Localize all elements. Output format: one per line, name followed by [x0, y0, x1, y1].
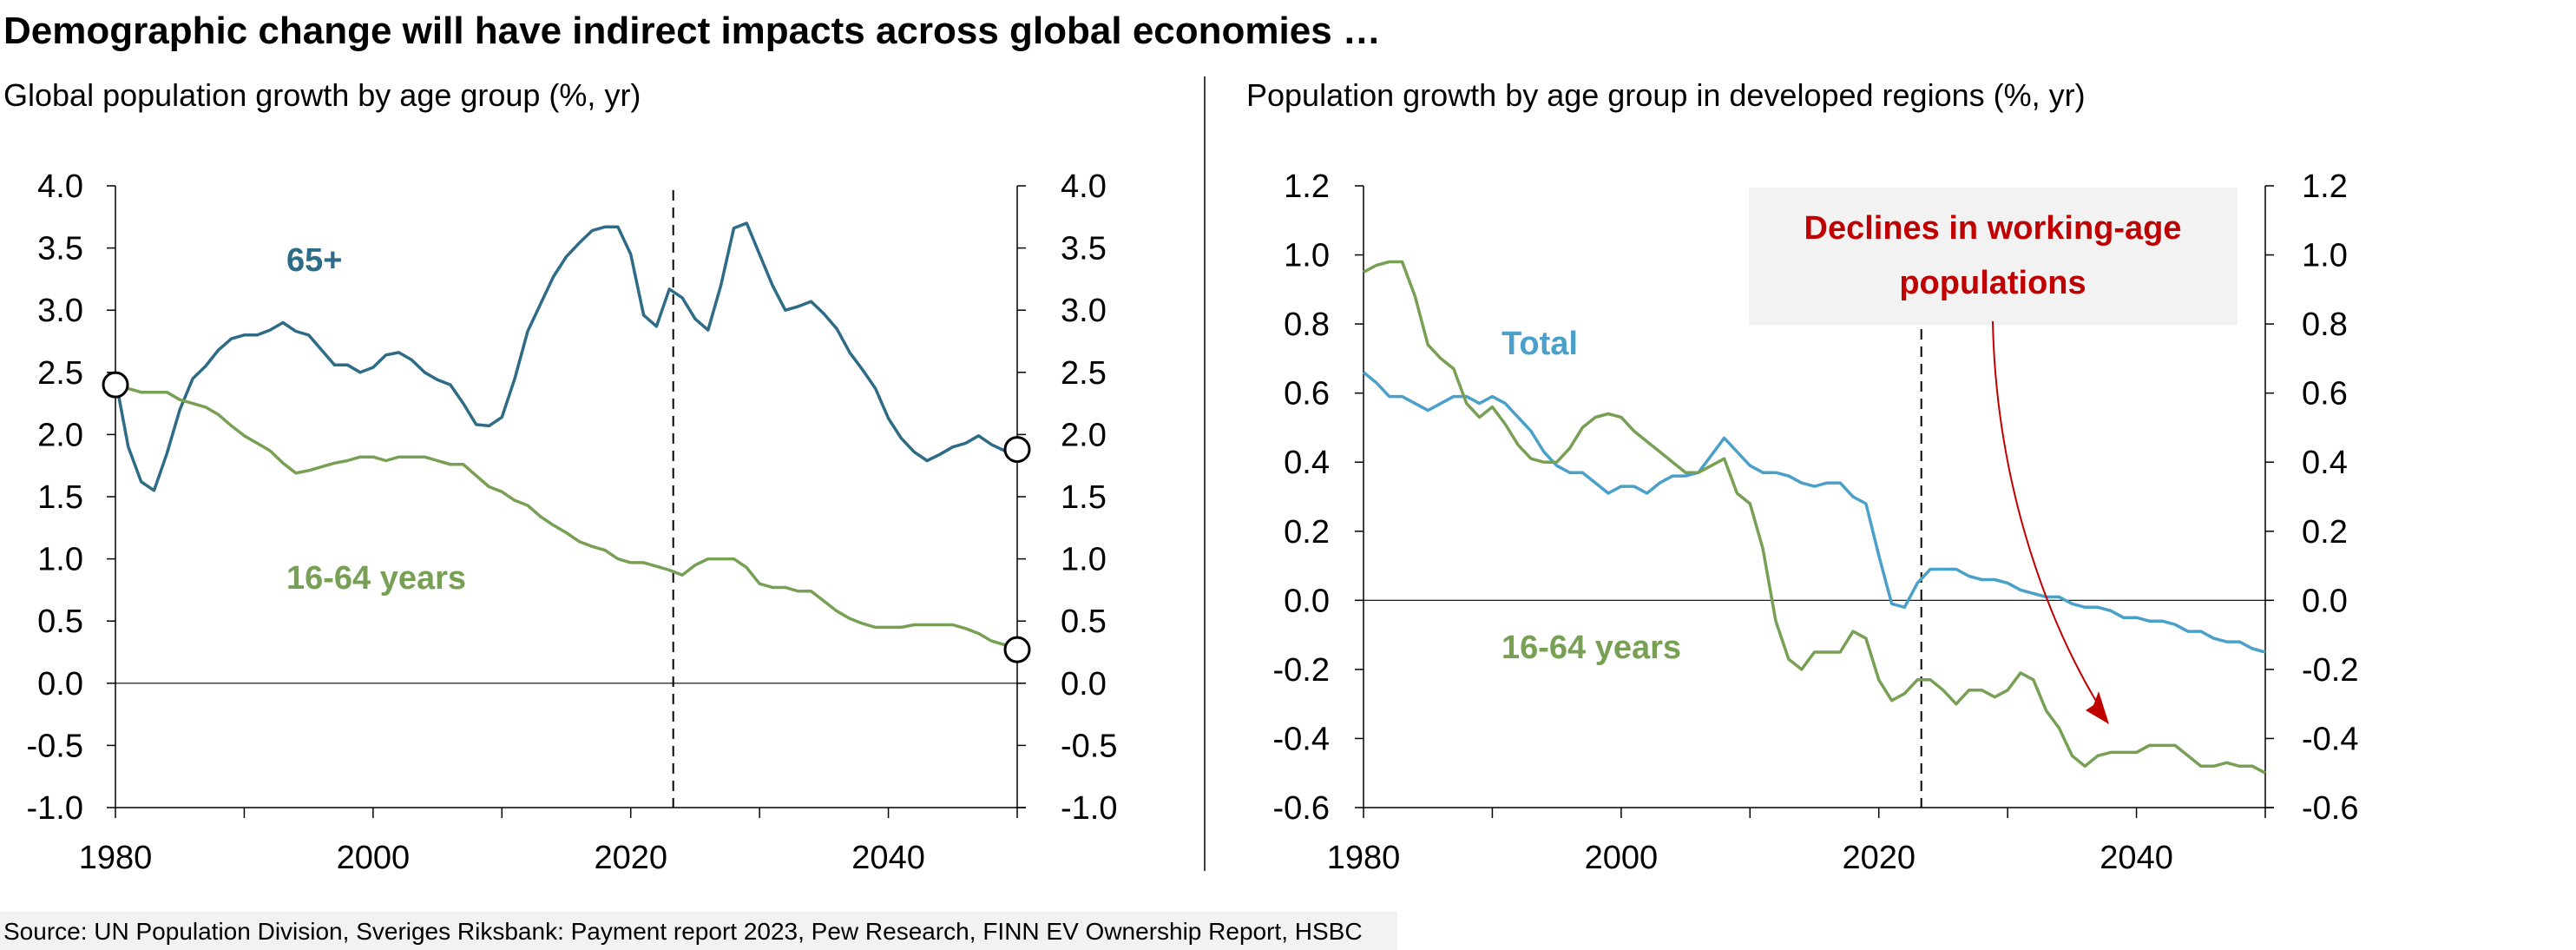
- y-tick-label-right: 1.0: [2302, 238, 2348, 274]
- right-series-labels: Total 16-64 years: [1502, 326, 1681, 666]
- endpoint-marker: [102, 371, 129, 399]
- y-tick-label-right: 3.0: [1061, 293, 1107, 329]
- y-tick-label-left: 1.0: [1284, 238, 1330, 274]
- y-tick-label-right: 3.5: [1061, 231, 1107, 267]
- y-tick-label-left: -0.5: [27, 728, 83, 764]
- y-tick-label-left: 1.2: [1284, 168, 1330, 205]
- page-title: Demographic change will have indirect im…: [3, 10, 1381, 52]
- endpoint-marker: [1003, 636, 1031, 663]
- y-tick-label-right: 0.5: [1061, 604, 1107, 640]
- y-tick-label-right: -0.4: [2302, 721, 2358, 757]
- x-tick-label: 1980: [79, 840, 153, 876]
- y-tick-label-left: 0.8: [1284, 307, 1330, 343]
- y-tick-label-right: -0.2: [2302, 652, 2358, 689]
- annotation-arrow-head: [2086, 691, 2109, 724]
- y-tick-label-right: -1.0: [1061, 790, 1117, 827]
- y-tick-label-right: 0.0: [2302, 583, 2348, 619]
- series-label-16-64-right: 16-64 years: [1502, 630, 1681, 666]
- y-tick-label-left: 0.6: [1284, 376, 1330, 412]
- annotation-line-2: populations: [1899, 265, 2086, 301]
- y-tick-label-right: -0.5: [1061, 728, 1117, 764]
- source-note: Source: UN Population Division, Sveriges…: [3, 918, 1363, 945]
- y-tick-label-right: 2.5: [1061, 355, 1107, 392]
- y-tick-label-left: 4.0: [37, 168, 83, 205]
- x-tick-label: 2040: [851, 840, 925, 876]
- endpoint-marker: [1003, 436, 1031, 464]
- x-tick-label: 2040: [2100, 840, 2173, 876]
- y-tick-label-left: 1.5: [37, 479, 83, 516]
- y-tick-label-left: -1.0: [27, 790, 83, 827]
- annotation-line-1: Declines in working-age: [1804, 210, 2182, 247]
- y-tick-label-right: 1.2: [2302, 168, 2348, 205]
- y-tick-label-right: 0.2: [2302, 514, 2348, 551]
- y-tick-label-left: 3.0: [37, 293, 83, 329]
- source-band: [0, 912, 1397, 950]
- y-tick-label-left: 0.2: [1284, 514, 1330, 551]
- series-label-16-64-left: 16-64 years: [286, 560, 466, 597]
- y-tick-label-left: -0.4: [1273, 721, 1330, 757]
- y-tick-label-left: 1.0: [37, 542, 83, 578]
- y-tick-label-right: 0.6: [2302, 376, 2348, 412]
- annotation-arrow-line: [1992, 320, 2105, 715]
- left-chart: 4.0 4.0 3.5 3.5 3.0 3.0 2.5 2.5 2.0 2.0 1.5 1.5 1.0 1…: [27, 168, 1118, 876]
- series-label-total: Total: [1502, 326, 1578, 362]
- y-tick-label-right: 2.0: [1061, 417, 1107, 453]
- y-tick-label-right: 4.0: [1061, 168, 1107, 205]
- x-tick-label: 2000: [337, 840, 411, 876]
- y-tick-label-right: 0.0: [1061, 666, 1107, 703]
- x-tick-label: 2000: [1585, 840, 1659, 876]
- y-tick-label-left: -0.2: [1273, 652, 1330, 689]
- right-chart: 1.2 1.2 1.0 1.0 0.8 0.8 0.6 0.6 0.4 0.4 0.2 0.2 0.0 0…: [1273, 168, 2359, 876]
- y-tick-label-right: 1.0: [1061, 542, 1107, 578]
- series-label-65-plus: 65+: [286, 242, 342, 279]
- y-tick-label-left: 0.0: [1284, 583, 1330, 619]
- right-chart-title: Population growth by age group in develo…: [1246, 77, 2086, 113]
- y-tick-label-left: -0.6: [1273, 790, 1330, 827]
- y-tick-label-left: 0.4: [1284, 445, 1330, 481]
- series-line-65: [114, 221, 1018, 492]
- y-tick-label-left: 2.0: [37, 417, 83, 453]
- x-tick-label: 1980: [1327, 840, 1401, 876]
- y-tick-label-left: 3.5: [37, 231, 83, 267]
- series-line-total: [1362, 371, 2266, 654]
- y-tick-label-left: 0.0: [37, 666, 83, 703]
- x-tick-label: 2020: [594, 840, 667, 876]
- y-tick-label-right: 1.5: [1061, 479, 1107, 516]
- annotation-box: Declines in working-age populations: [1749, 188, 2238, 724]
- y-tick-label-right: 0.8: [2302, 307, 2348, 343]
- y-tick-label-right: -0.6: [2302, 790, 2358, 827]
- y-tick-label-left: 2.5: [37, 355, 83, 392]
- left-chart-title: Global population growth by age group (%…: [3, 77, 641, 113]
- x-tick-label: 2020: [1842, 840, 1916, 876]
- annotation-background: [1749, 188, 2238, 325]
- y-tick-label-left: 0.5: [37, 604, 83, 640]
- series-line-16-64-years: [115, 383, 1017, 647]
- y-tick-label-right: 0.4: [2302, 445, 2348, 481]
- series-line-16-64-years: [1363, 260, 2266, 775]
- left-series-labels: 65+ 16-64 years: [286, 242, 466, 597]
